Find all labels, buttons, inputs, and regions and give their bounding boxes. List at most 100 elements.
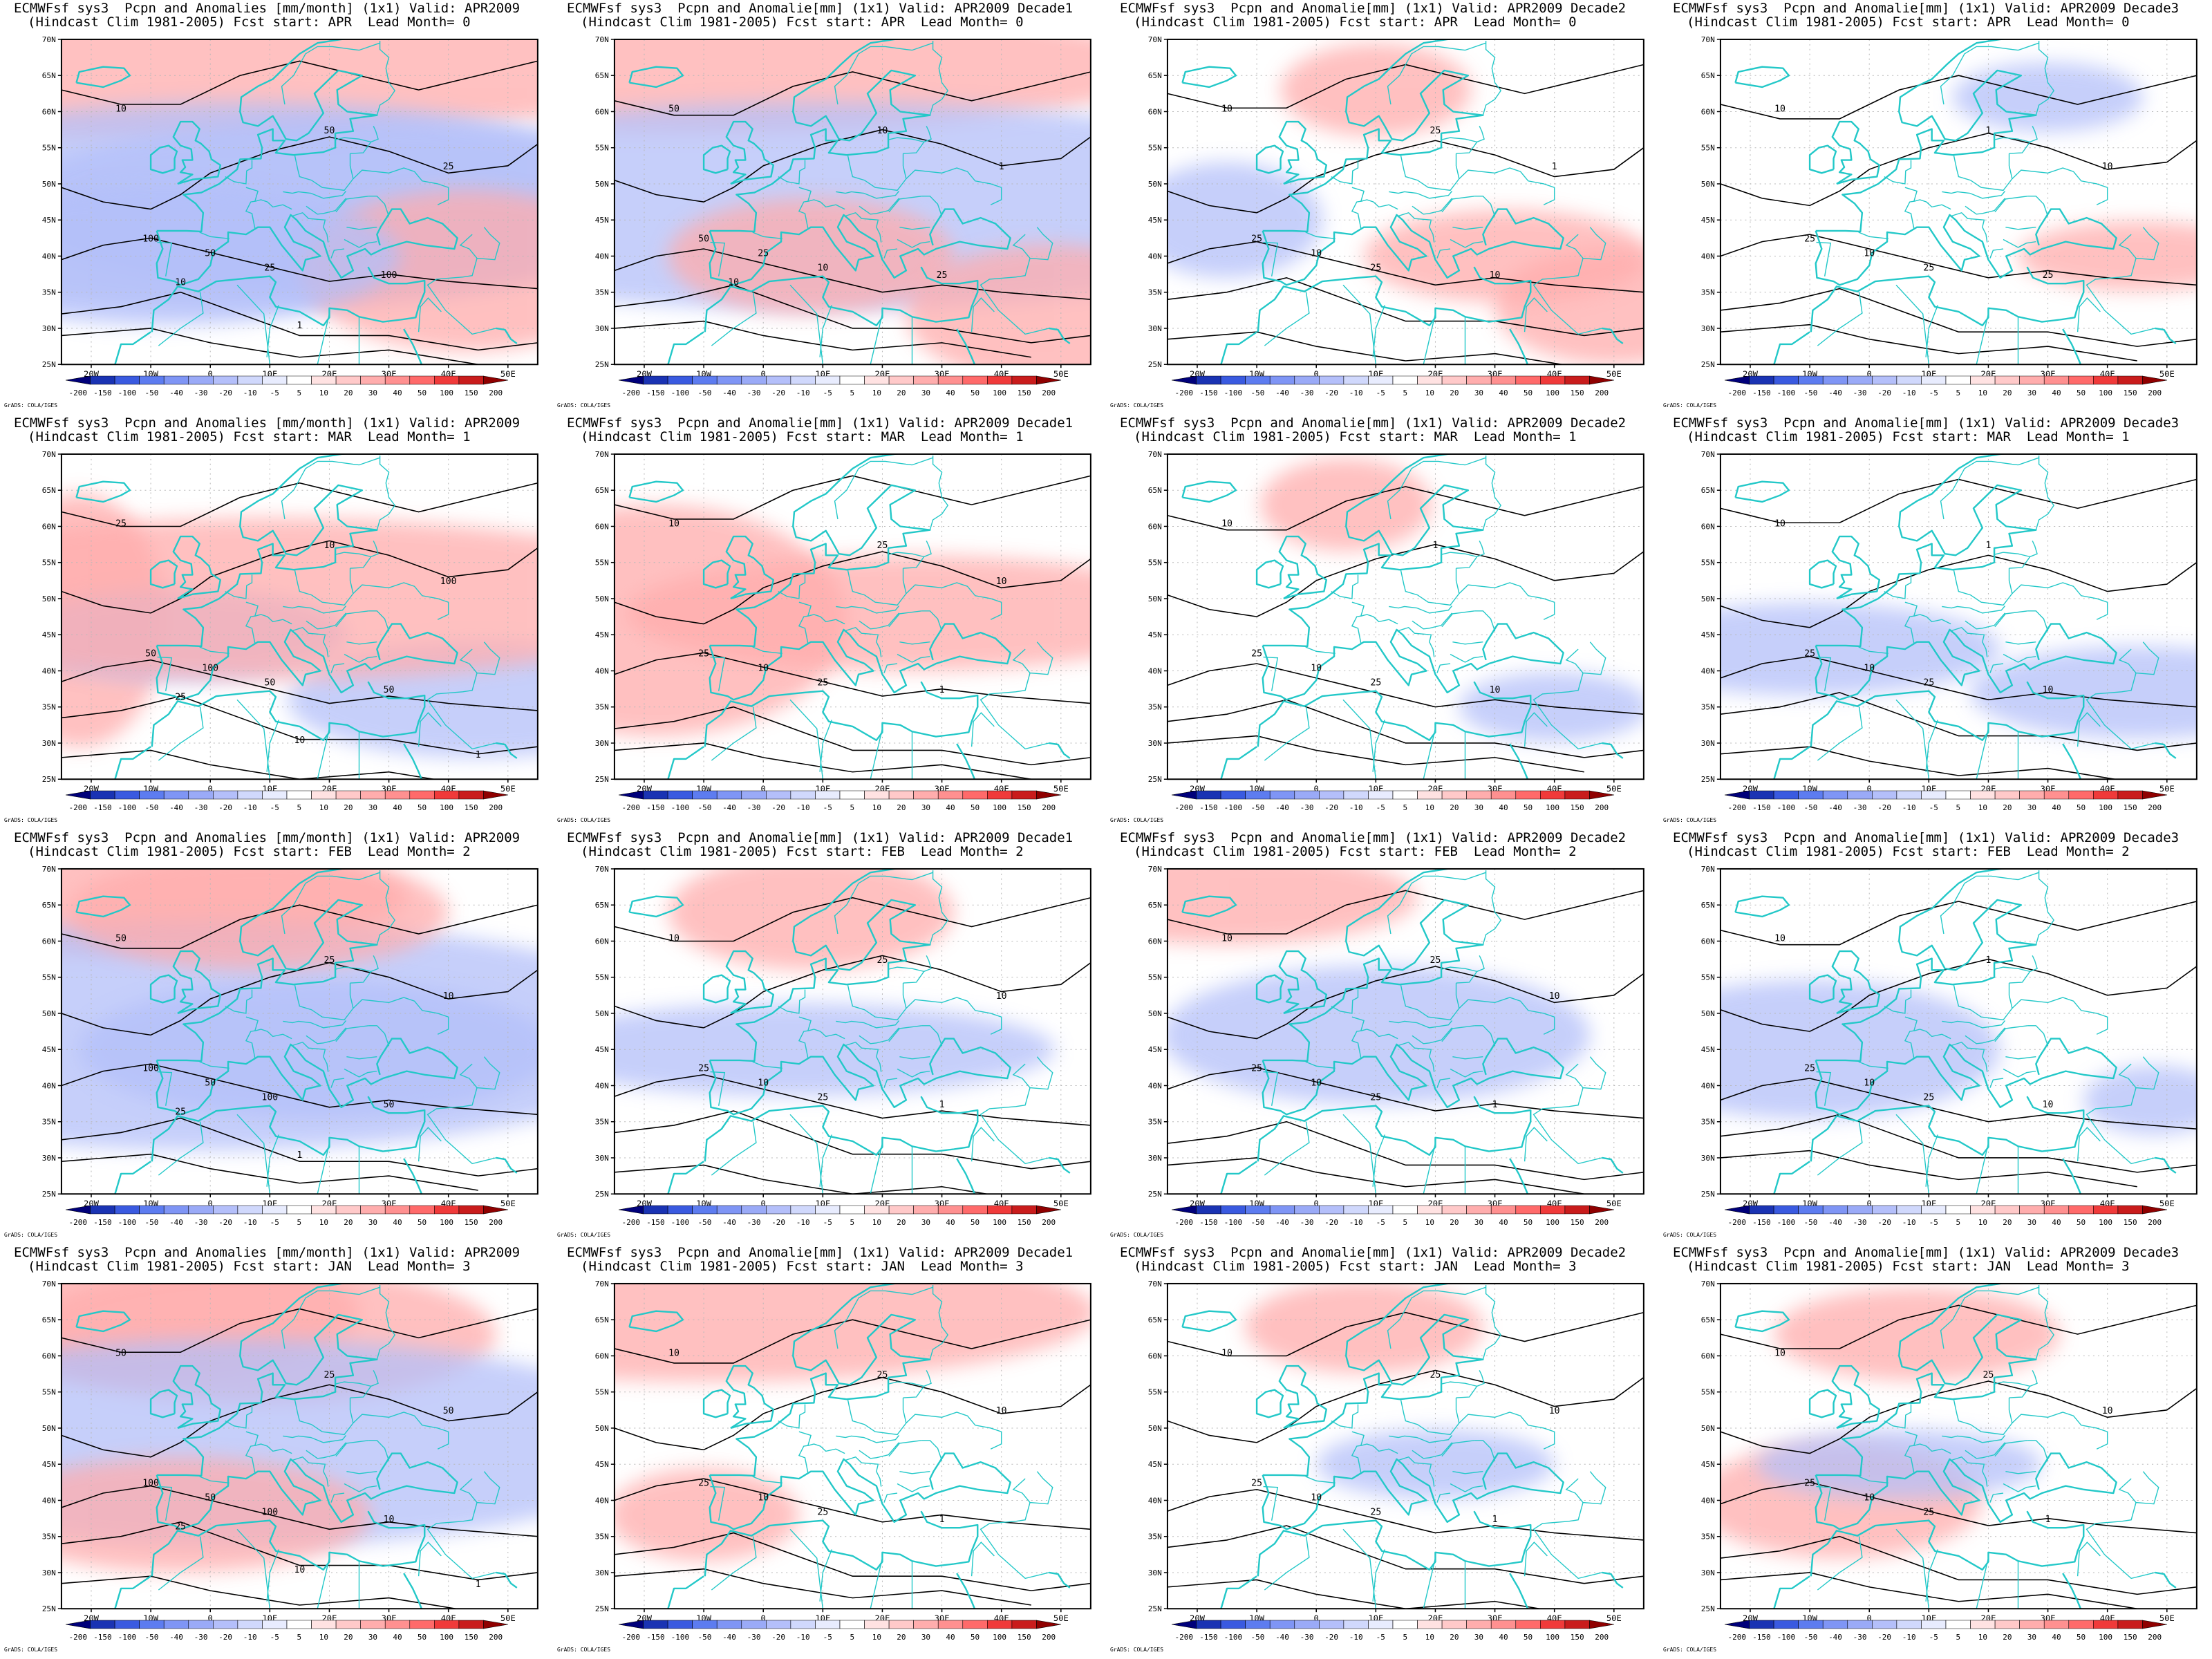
grads-credit: GrADS: COLA/IGES [1110,402,1164,409]
country-border [1387,872,1486,935]
contour-label: 25 [698,1064,709,1074]
colorbar-label: 200 [1042,1218,1056,1227]
coastline [704,1510,979,1577]
country-border [330,248,345,259]
latitude-label: 50N [1148,1009,1162,1018]
country-border [1965,1442,2006,1459]
precip-contour-line [1720,324,2137,362]
anomaly-map: 25 10 25 10 25 1 10 20W 10W 0 10E 20E 30E 40E 50E 70N 65… [1118,1280,1651,1626]
colorbar-swatch [618,1205,644,1215]
longitude-label: 50E [500,1613,516,1623]
grads-credit: GrADS: COLA/IGES [1663,402,1717,409]
country-border [778,574,806,599]
anomaly-shading [2083,1065,2197,1135]
longitude-label: 0 [208,369,213,379]
colorbar-swatch [1872,1205,1897,1215]
contour-label: 10 [996,1406,1007,1416]
country-border [883,1078,898,1088]
country-border [1450,238,1483,248]
country-border [459,227,500,261]
colorbar-swatch [864,1205,890,1215]
panel-title: ECMWFsf sys3 Pcpn and Anomalies [mm/mont… [14,1,553,29]
colorbar-swatch [667,790,693,800]
contour-label: 10 [1221,934,1232,944]
precip-contour-line [614,284,1091,344]
panel-title: ECMWFsf sys3 Pcpn and Anomalie[mm] (1x1)… [567,1246,1106,1273]
contour-label: 25 [1923,1508,1934,1518]
colorbar-label: -150 [93,388,112,397]
country-border [1524,297,1548,332]
longitude-label: 0 [761,1199,766,1208]
colorbar-swatch [1343,790,1369,800]
colorbar-swatch [188,375,214,385]
contour-label: 10 [294,1565,305,1575]
country-border [1351,199,1398,229]
colorbar-label: -150 [93,803,112,812]
country-border [1817,706,1863,761]
country-border [1423,1557,1436,1609]
country-border [1452,1470,1483,1474]
precip-contour-line [61,60,538,105]
colorbar-swatch [937,1205,964,1215]
coastline [496,1571,518,1588]
colorbar-label: 50 [971,803,980,812]
colorbar-swatch [90,1205,115,1215]
colorbar-label: -30 [1853,1633,1867,1642]
colorbar-swatch [1921,375,1947,385]
colorbar-swatch [2117,1205,2143,1215]
colorbar-label: 30 [2027,388,2036,397]
grads-credit: GrADS: COLA/IGES [557,1232,611,1238]
colorbar-swatch [2019,1205,2045,1215]
colorbar-swatch [90,375,115,385]
country-border [245,199,292,229]
coastline [725,120,775,185]
contour-label: 50 [115,1349,126,1359]
coastline [1220,1161,1257,1194]
colorbar-swatch [1724,790,1750,800]
contour-label: 25 [1370,1508,1381,1518]
colorbar-label: -5 [823,1633,832,1642]
contour-label: 100 [142,234,159,245]
precip-contour-line [61,237,538,290]
longitude-label: 0 [1314,784,1319,794]
colorbar-label: 20 [2003,388,2012,397]
colorbar-label: -20 [1877,803,1891,812]
colorbar-label: 200 [2148,388,2162,397]
latitude-label: 35N [42,1533,56,1541]
country-border [1994,552,2030,558]
colorbar-label: -200 [1728,803,1747,812]
country-border [335,137,371,143]
colorbar-swatch [1466,1620,1492,1629]
contour-label: 10 [1490,270,1501,281]
latitude-label: 65N [595,901,609,910]
country-border [2077,1541,2101,1577]
coastline [1773,331,1810,365]
colorbar-swatch [1540,1205,1566,1215]
country-border [376,870,396,945]
latitude-label: 50N [595,594,609,603]
colorbar-label: -20 [1324,1633,1338,1642]
colorbar-label: -30 [747,388,761,397]
country-border [245,1016,259,1031]
colorbar-swatch [2068,1620,2094,1629]
grads-credit: GrADS: COLA/IGES [1663,1647,1717,1653]
colorbar-label: 10 [1425,388,1434,397]
colorbar-label: 50 [1524,388,1533,397]
country-border [980,673,1049,750]
coastline [1734,1310,1790,1333]
latitude-label: 50N [1148,594,1162,603]
country-border [1976,728,1989,780]
colorbar-label: -40 [169,1218,183,1227]
colorbar-label: 5 [1956,803,1960,812]
country-border [710,656,726,691]
colorbar-label: -100 [1777,388,1796,397]
coastline [667,746,704,780]
contour-label: 25 [1804,1479,1815,1489]
country-border [1263,1071,1279,1106]
country-border [1950,1041,1988,1072]
colorbar-label: -40 [722,803,736,812]
colorbar-swatch [937,375,964,385]
colorbar-label: -5 [270,388,279,397]
latitude-label: 65N [1701,901,1715,910]
colorbar-label: -10 [1349,803,1363,812]
